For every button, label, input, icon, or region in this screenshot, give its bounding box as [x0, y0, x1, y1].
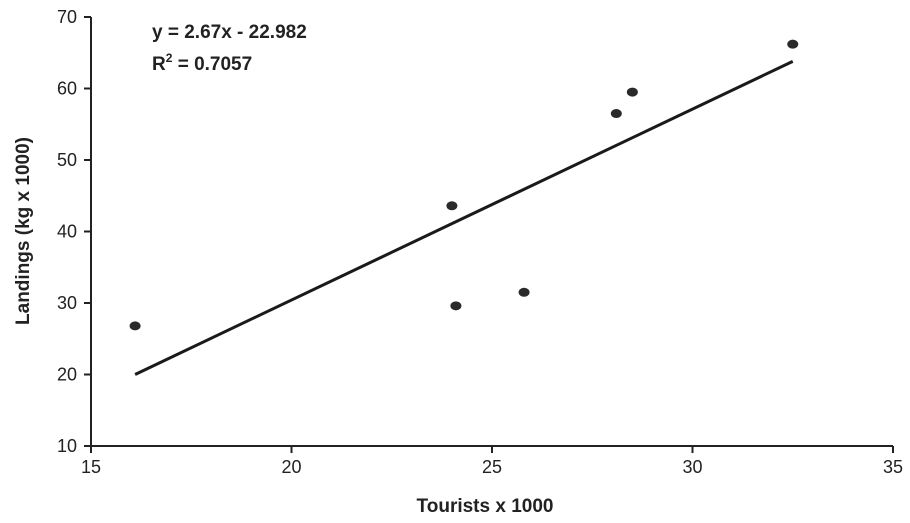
y-tick-label: 40: [57, 222, 77, 242]
data-points: [129, 39, 799, 331]
data-point: [787, 39, 799, 49]
r-squared-superscript: 2: [166, 51, 173, 65]
x-tick-label: 30: [682, 457, 702, 477]
axes: [84, 16, 894, 453]
y-tick-label: 50: [57, 150, 77, 170]
trendline-equation: y = 2.67x - 22.982: [152, 22, 307, 43]
data-point: [446, 201, 458, 211]
r-squared-prefix: R: [152, 54, 166, 75]
data-point: [450, 301, 462, 311]
data-point: [626, 87, 638, 97]
data-point: [518, 287, 530, 297]
x-tick-label: 20: [281, 457, 301, 477]
y-tick-label: 70: [57, 7, 77, 27]
x-axis-label: Tourists x 1000: [417, 496, 554, 517]
data-point: [610, 109, 622, 119]
x-tick-label: 35: [883, 457, 903, 477]
x-tick-label: 15: [81, 457, 101, 477]
r-squared-label: R2 = 0.7057: [152, 51, 252, 75]
trendline-group: [134, 60, 794, 376]
data-point: [129, 321, 141, 331]
y-tick-label: 60: [57, 79, 77, 99]
tick-labels: 10 20 30 40 50 60 70 15 20 25 30 35: [57, 7, 903, 477]
y-tick-label: 30: [57, 293, 77, 313]
y-tick-label: 20: [57, 365, 77, 385]
r-squared-value: = 0.7057: [172, 54, 252, 75]
x-tick-label: 25: [482, 457, 502, 477]
y-axis-label: Landings (kg x 1000): [13, 137, 34, 325]
trendline: [134, 60, 794, 376]
y-tick-label: 10: [57, 436, 77, 456]
